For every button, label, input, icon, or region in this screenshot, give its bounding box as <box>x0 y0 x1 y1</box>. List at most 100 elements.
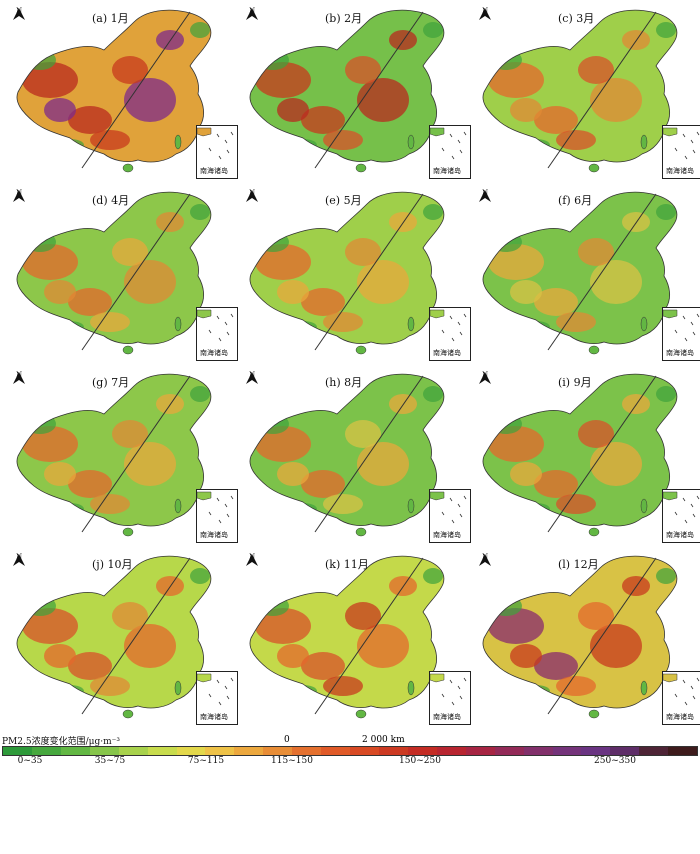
hainan-island <box>355 527 367 537</box>
concentration-region <box>68 288 112 316</box>
china-map <box>482 9 678 173</box>
legend-swatch <box>436 747 466 755</box>
month-map-panel: (e) 5月 N 南海诸岛 <box>233 182 471 364</box>
hu-line <box>547 557 657 715</box>
legend-swatch <box>465 747 495 755</box>
concentration-region <box>22 244 78 280</box>
concentration-region <box>488 426 544 462</box>
concentration-region <box>22 62 78 98</box>
low-concentration-region <box>423 204 443 220</box>
legend-color-bar <box>2 746 698 756</box>
taiwan-island <box>407 498 415 514</box>
south-china-sea-inset: 南海诸岛 <box>429 489 471 543</box>
concentration-region <box>44 280 76 304</box>
concentration-region <box>301 652 345 680</box>
legend-title: PM2.5浓度变化范围/μg·m⁻³ <box>2 737 120 747</box>
low-concentration-region <box>190 386 210 402</box>
inset-label: 南海诸岛 <box>666 713 694 721</box>
concentration-region <box>22 426 78 462</box>
taiwan-island <box>174 134 182 150</box>
concentration-region <box>277 462 309 486</box>
low-concentration-region <box>423 568 443 584</box>
low-concentration-region <box>656 204 676 220</box>
concentration-region <box>345 56 381 84</box>
north-arrow-shape <box>246 190 258 202</box>
concentration-region <box>255 244 311 280</box>
country-outline <box>482 191 678 345</box>
north-arrow-shape <box>13 8 25 20</box>
concentration-region <box>578 420 614 448</box>
china-map <box>482 555 678 719</box>
north-arrow-shape <box>246 8 258 20</box>
country-outline <box>249 373 445 527</box>
panel-label: (d) 4月 <box>92 194 130 207</box>
china-map <box>16 191 212 355</box>
south-china-sea-inset: 南海诸岛 <box>196 671 238 725</box>
hainan-island <box>355 345 367 355</box>
taiwan-island <box>174 680 182 696</box>
china-map <box>16 9 212 173</box>
hu-line <box>547 193 657 351</box>
concentration-region <box>556 676 596 696</box>
low-concentration-region <box>656 568 676 584</box>
south-china-sea-inset: 南海诸岛 <box>196 307 238 361</box>
concentration-region <box>90 676 130 696</box>
north-arrow-icon: N <box>245 8 259 20</box>
legend-ticks: 0~35 35~75 75~115 115~150 150~250 250~350 <box>0 756 700 766</box>
concentration-region <box>510 644 542 668</box>
low-concentration-region <box>190 22 210 38</box>
concentration-region <box>389 394 417 414</box>
concentration-region <box>488 244 544 280</box>
concentration-region <box>323 494 363 514</box>
taiwan-island <box>640 680 648 696</box>
panel-label: (l) 12月 <box>558 558 599 571</box>
taiwan-island <box>407 134 415 150</box>
hu-line <box>547 11 657 169</box>
north-arrow-icon: N <box>478 190 492 202</box>
legend-swatch <box>350 747 379 755</box>
concentration-region <box>345 420 381 448</box>
inset-label: 南海诸岛 <box>200 349 228 357</box>
hu-line <box>314 375 424 533</box>
country-outline <box>249 9 445 163</box>
taiwan-island <box>407 316 415 332</box>
concentration-region <box>323 312 363 332</box>
panel-label: (f) 6月 <box>558 194 593 207</box>
china-map <box>249 191 445 355</box>
concentration-region <box>112 56 148 84</box>
hu-line <box>81 375 191 533</box>
concentration-region <box>578 602 614 630</box>
north-arrow-icon: N <box>478 372 492 384</box>
inset-label: 南海诸岛 <box>666 349 694 357</box>
panel-label: (k) 11月 <box>325 558 369 571</box>
concentration-region <box>345 602 381 630</box>
inset-map <box>430 491 467 524</box>
legend-swatch <box>494 747 524 755</box>
panel-label: (e) 5月 <box>325 194 362 207</box>
country-outline <box>16 373 212 527</box>
north-arrow-icon: N <box>245 372 259 384</box>
taiwan-island <box>174 498 182 514</box>
legend-swatch <box>263 747 293 755</box>
hu-line <box>314 557 424 715</box>
south-china-sea-inset: 南海诸岛 <box>429 125 471 179</box>
legend-swatch <box>321 747 351 755</box>
legend-swatch <box>668 747 698 755</box>
legend-tick-label: 75~115 <box>187 756 225 766</box>
concentration-region <box>255 608 311 644</box>
concentration-region <box>68 106 112 134</box>
south-china-sea-inset: 南海诸岛 <box>196 125 238 179</box>
concentration-region <box>156 394 184 414</box>
north-arrow-shape <box>479 190 491 202</box>
inset-label: 南海诸岛 <box>433 531 461 539</box>
legend-swatch <box>60 747 90 755</box>
country-outline <box>16 191 212 345</box>
concentration-region <box>488 62 544 98</box>
inset-map <box>197 491 234 524</box>
north-arrow-shape <box>13 372 25 384</box>
taiwan-island <box>640 316 648 332</box>
legend-swatch <box>31 747 61 755</box>
china-map <box>16 555 212 719</box>
low-concentration-region <box>656 386 676 402</box>
north-arrow-shape <box>246 554 258 566</box>
